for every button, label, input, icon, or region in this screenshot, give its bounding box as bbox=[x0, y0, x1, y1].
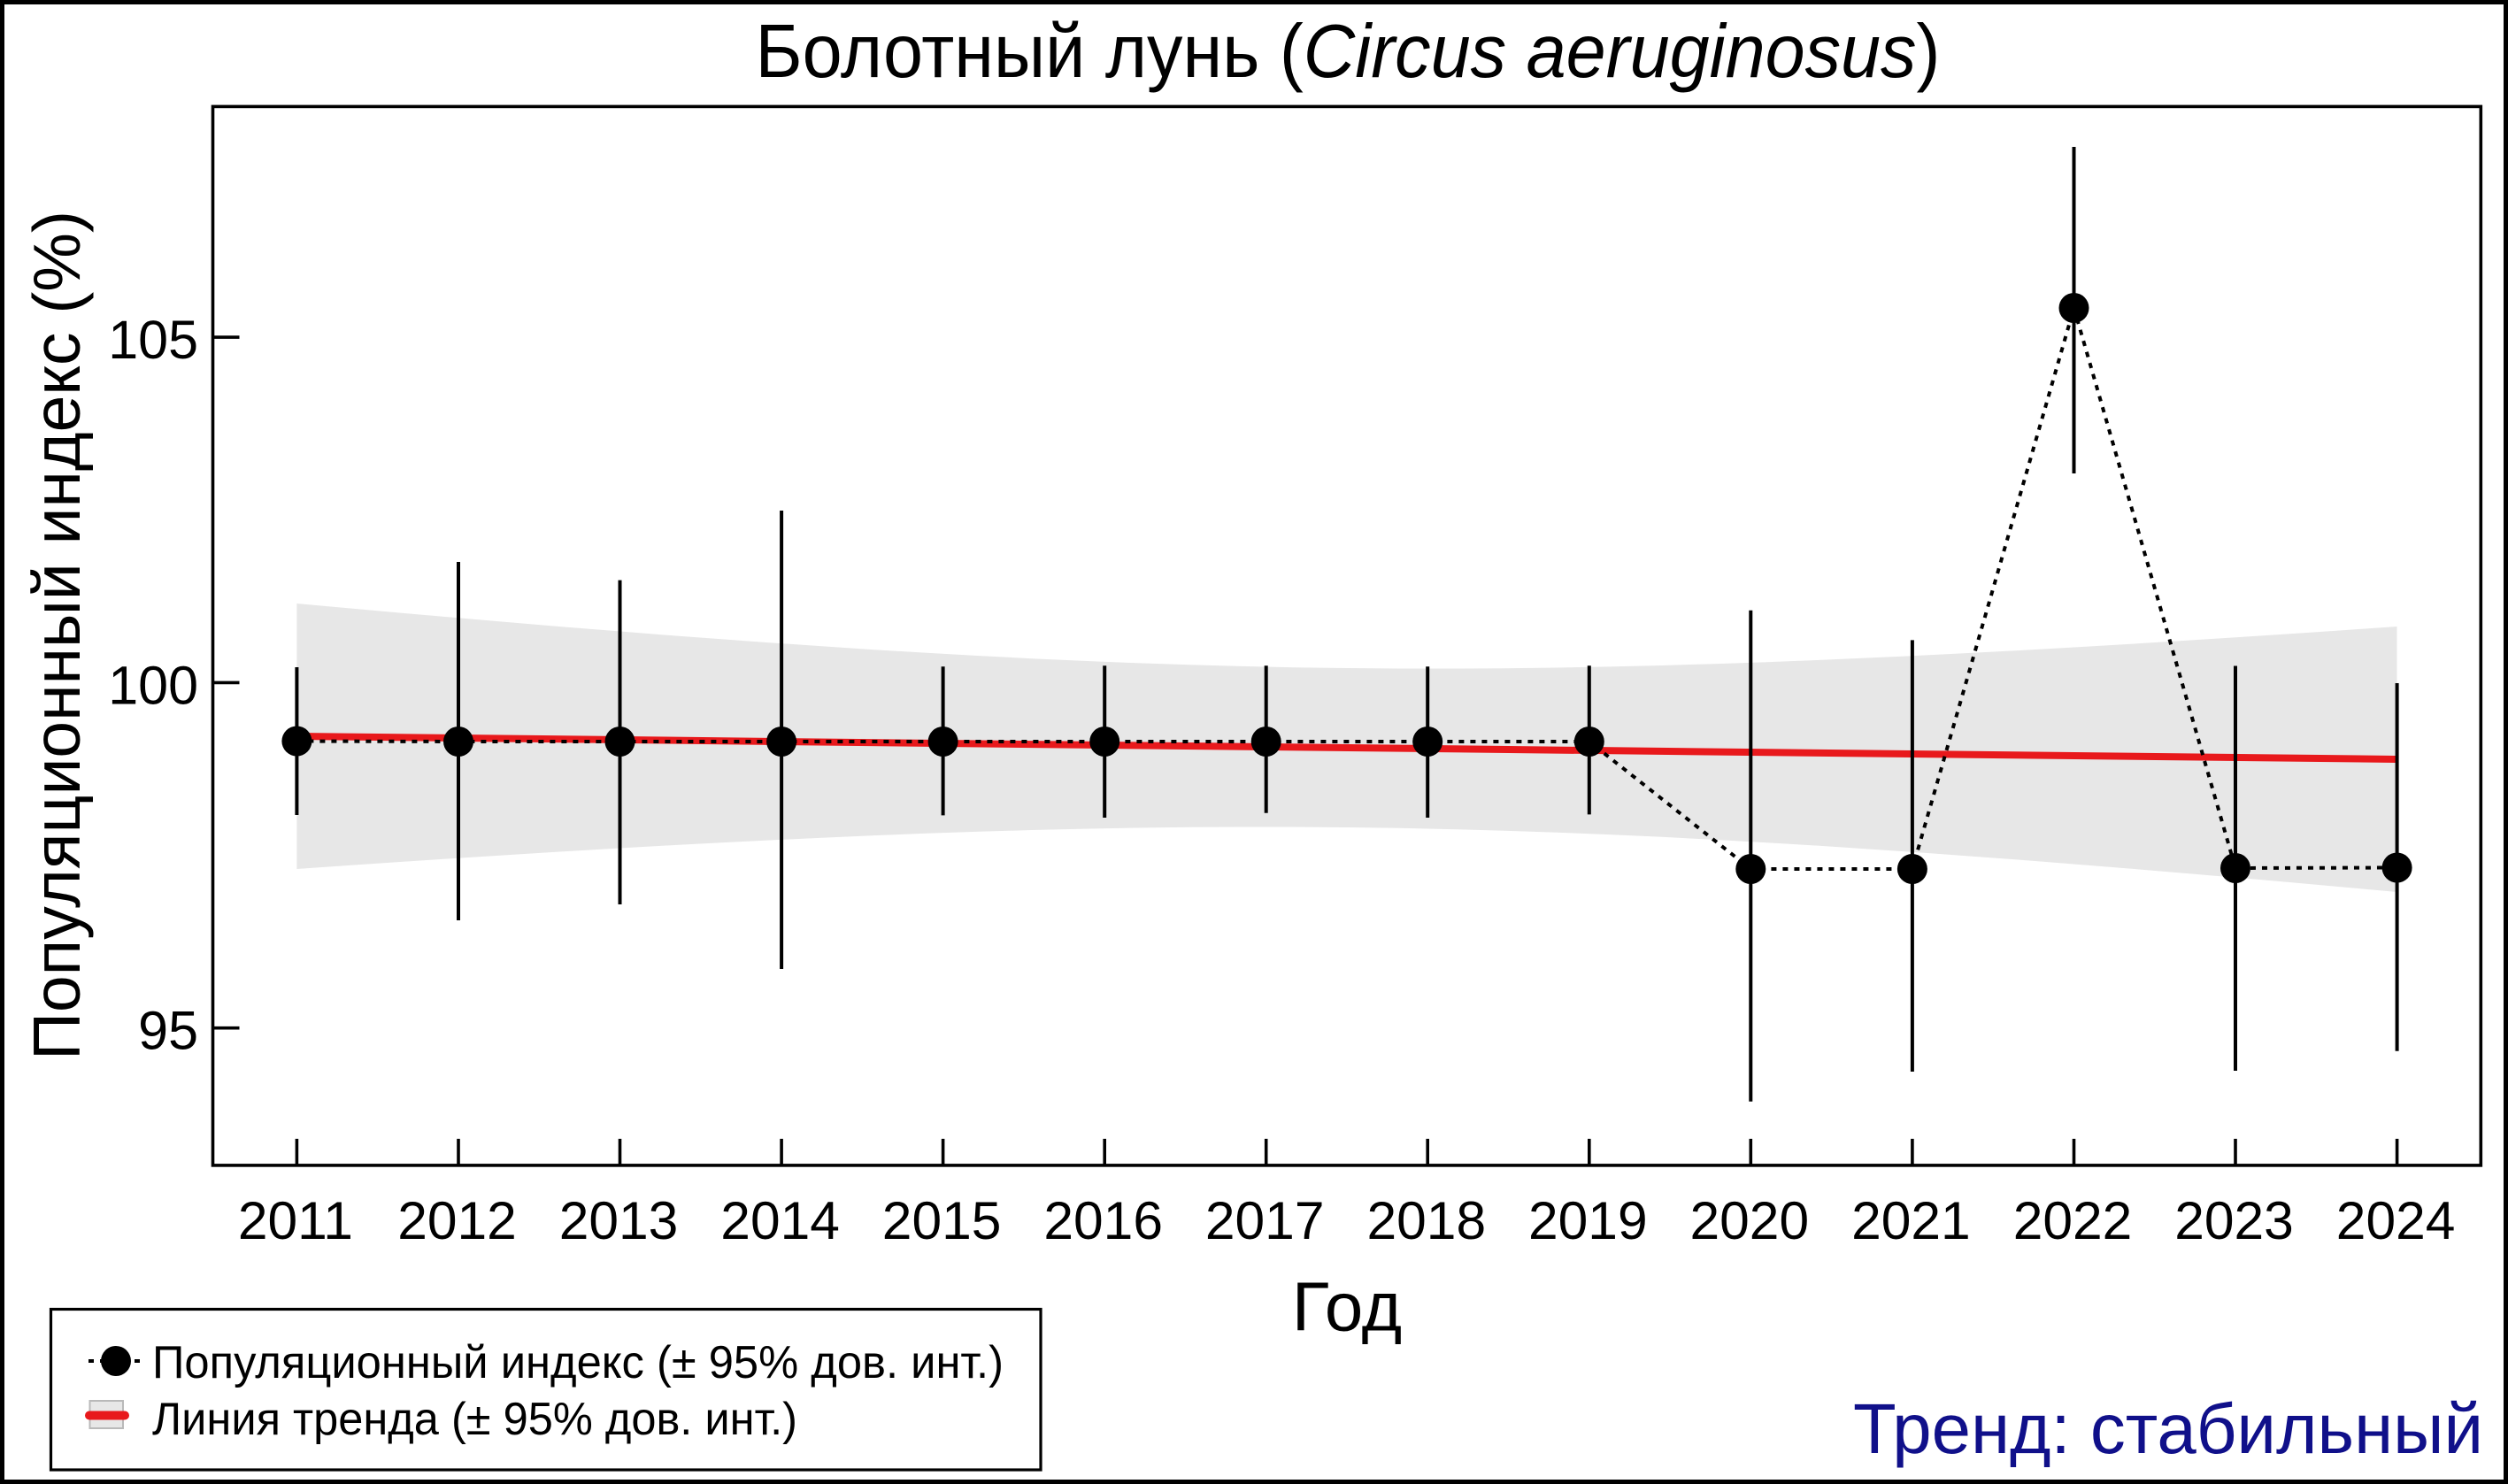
svg-text:Болотный лунь (Circus aerugino: Болотный лунь (Circus aeruginosus) bbox=[756, 10, 1941, 94]
svg-text:Популяционный индекс (± 95% до: Популяционный индекс (± 95% дов. инт.) bbox=[152, 1337, 1004, 1388]
svg-text:2012: 2012 bbox=[397, 1190, 517, 1250]
svg-text:2017: 2017 bbox=[1205, 1190, 1325, 1250]
svg-text:105: 105 bbox=[108, 310, 198, 370]
svg-text:95: 95 bbox=[138, 1001, 198, 1061]
svg-text:2015: 2015 bbox=[882, 1190, 1002, 1250]
svg-text:2024: 2024 bbox=[2336, 1190, 2456, 1250]
svg-text:2021: 2021 bbox=[1851, 1190, 1971, 1250]
svg-text:2014: 2014 bbox=[720, 1190, 840, 1250]
svg-text:2020: 2020 bbox=[1690, 1190, 1810, 1250]
svg-text:Линия тренда (± 95% дов. инт.): Линия тренда (± 95% дов. инт.) bbox=[152, 1394, 797, 1445]
svg-text:2011: 2011 bbox=[238, 1190, 353, 1250]
svg-text:2016: 2016 bbox=[1043, 1190, 1163, 1250]
svg-text:100: 100 bbox=[108, 655, 198, 715]
svg-text:2023: 2023 bbox=[2174, 1190, 2294, 1250]
svg-text:2022: 2022 bbox=[2013, 1190, 2133, 1250]
svg-text:Популяционный индекс (%): Популяционный индекс (%) bbox=[19, 211, 94, 1060]
svg-text:2018: 2018 bbox=[1367, 1190, 1487, 1250]
svg-text:2019: 2019 bbox=[1528, 1190, 1648, 1250]
svg-text:Тренд: стабильный: Тренд: стабильный bbox=[1853, 1389, 2483, 1468]
svg-text:2013: 2013 bbox=[559, 1190, 679, 1250]
svg-text:Год: Год bbox=[1292, 1268, 1402, 1346]
